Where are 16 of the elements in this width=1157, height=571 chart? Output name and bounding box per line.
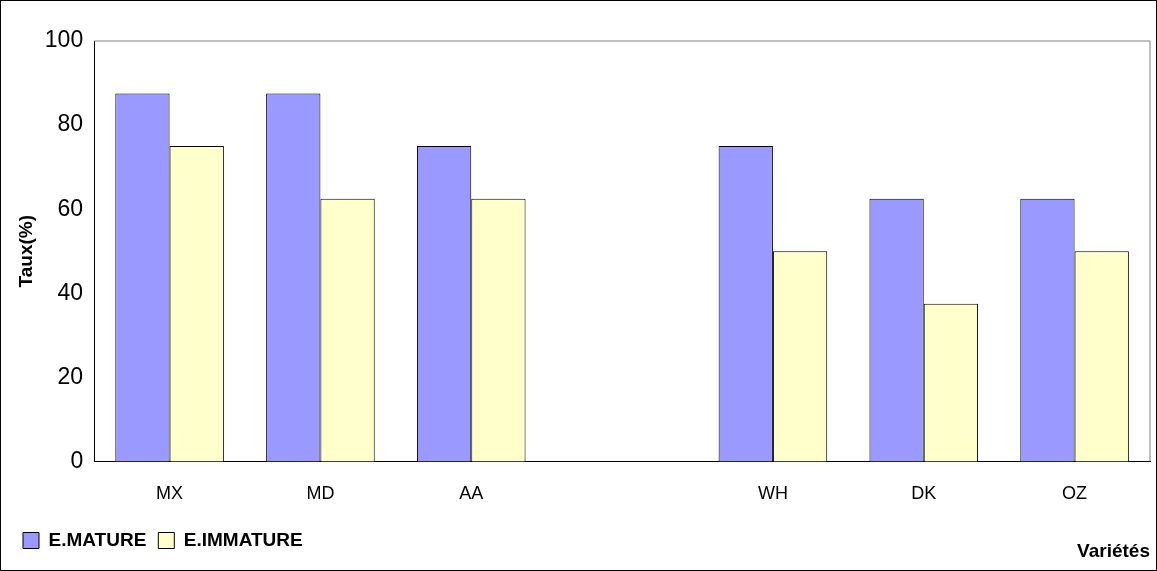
y-tick-label: 0 <box>70 446 84 473</box>
x-tick-label: DK <box>911 483 937 504</box>
legend-label: E.IMMATURE <box>183 528 303 550</box>
y-axis-title: Taux(%) <box>14 214 36 288</box>
x-tick-label: MX <box>156 483 184 504</box>
x-tick-label: WH <box>757 483 788 504</box>
y-tick-label: 40 <box>57 278 84 305</box>
y-tick-label: 60 <box>57 194 84 221</box>
y-tick-label: 100 <box>44 26 84 53</box>
legend-label: E.MATURE <box>48 528 147 550</box>
x-tick-label: MD <box>306 483 335 504</box>
x-axis-title: Variétés <box>1077 540 1150 562</box>
x-tick-label: AA <box>459 483 484 504</box>
x-tick-label: OZ <box>1062 483 1088 504</box>
y-tick-label: 80 <box>57 110 84 137</box>
y-tick-label: 20 <box>57 362 84 389</box>
